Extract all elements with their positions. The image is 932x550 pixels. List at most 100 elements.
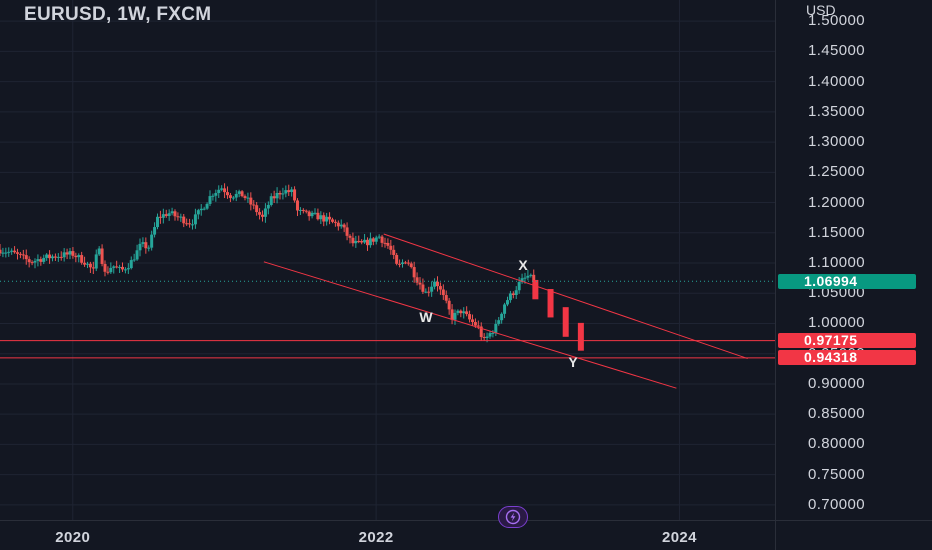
y-tick-label: 1.30000 [808,133,866,151]
candle-body [409,263,413,268]
candle-body [345,227,349,236]
candle-body [1,252,5,254]
candle-body [18,253,22,255]
candle-body [336,222,340,227]
candle-body [450,309,454,320]
candle-body [368,238,372,246]
candle-body [188,223,192,225]
candle-body [505,300,509,305]
candle-body [243,196,247,198]
candle-body [120,266,124,270]
candle-body [190,224,194,226]
candle-body [523,277,527,279]
candle-body [103,263,107,272]
candle-body [255,205,259,213]
candle-body [514,290,518,295]
candle-body [106,271,110,273]
y-tick-label: 1.40000 [808,72,866,90]
candle-body [497,320,501,324]
candle-body [365,239,369,246]
candle-body [45,254,49,258]
candle-body [85,263,89,265]
candle-body [225,192,229,196]
symbol-title[interactable]: EURUSD, 1W, FXCM [24,4,212,25]
candle-body [56,256,60,258]
candle-body [167,213,171,216]
currency-label: USD [806,2,836,18]
candle-body [21,254,25,256]
candle-body [15,252,19,254]
candle-body [500,313,504,321]
candle-body [135,250,139,260]
candle-body [141,242,145,244]
candle-body [307,211,311,217]
candle-body [476,325,480,327]
candle-body [275,192,279,199]
candle-body [205,203,209,209]
candle-body [53,256,57,258]
candle-body [520,278,524,283]
price-label: 0.94318 [778,350,916,366]
projection-bar [562,307,569,337]
y-tick-label: 0.75000 [808,465,866,483]
candle-body [316,212,320,220]
candle-body [287,190,291,193]
candle-body [517,282,521,291]
candle-body [284,190,288,194]
candle-body [237,191,241,194]
candle-body [220,188,224,190]
candle-body [360,241,364,243]
candle-body [39,259,43,262]
candle-body [269,196,273,205]
candle-body [290,189,294,193]
y-tick-label: 1.45000 [808,42,866,60]
candle-body [406,262,410,264]
candle-body [403,262,407,264]
candle-body [193,214,197,225]
candle-body [444,295,448,301]
candle-body [357,240,361,242]
lightning-icon[interactable] [498,506,528,528]
candle-body [389,245,393,250]
candle-body [164,214,168,216]
candle-body [468,314,472,320]
candle-body [435,281,439,287]
candle-body [13,250,17,253]
candle-body [27,259,31,263]
candle-body [223,188,227,193]
candle-body [485,336,489,338]
candle-body [258,212,262,215]
candle-body [83,262,87,265]
candle-body [532,274,536,282]
candle-body [48,254,52,259]
y-tick-label: 1.10000 [808,254,866,272]
candle-body [263,208,267,217]
candle-body [71,251,75,256]
candle-body [129,260,133,269]
candle-body [161,214,165,218]
y-tick-label: 0.70000 [808,495,866,513]
candle-body [438,286,442,290]
candle-body [68,251,72,255]
candle-body [503,304,507,314]
candle-body [424,291,428,293]
candle-body [333,221,337,223]
candle-body [272,196,276,199]
candle-body [80,255,84,263]
candle-body [459,310,463,314]
candle-body [441,289,445,296]
candle-body [453,312,457,320]
candle-body [118,266,122,268]
candle-body [94,254,98,269]
candle-body [170,211,174,214]
price-label: 1.06994 [778,273,916,289]
candle-body [240,191,244,197]
candle-body [488,333,492,337]
projection-bar [547,289,554,318]
candle-body [182,216,186,224]
candle-body [418,282,422,285]
candle-body [234,193,238,198]
candle-body [293,189,297,201]
